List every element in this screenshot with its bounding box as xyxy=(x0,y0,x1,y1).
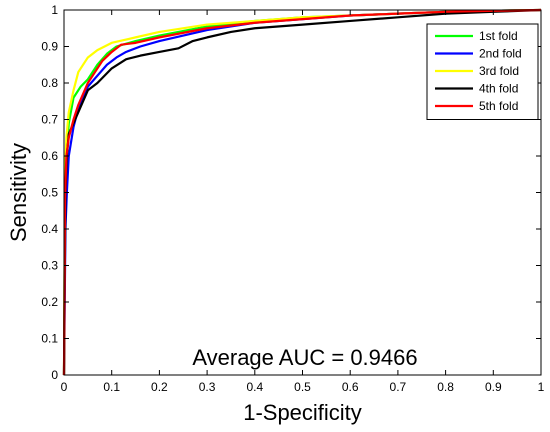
labels-layer: 1-Specificity Sensitivity xyxy=(6,143,362,425)
x-tick-label: 0.5 xyxy=(294,380,311,394)
x-tick-label: 0.8 xyxy=(437,380,454,394)
x-tick-label: 0.6 xyxy=(342,380,359,394)
y-tick-label: 0.9 xyxy=(41,40,58,54)
y-tick-label: 0.6 xyxy=(41,149,58,163)
legend: 1st fold 2nd fold 3rd fold 4th fold 5th fold xyxy=(426,23,539,120)
x-tick-label: 0.2 xyxy=(151,380,168,394)
legend-label: 2nd fold xyxy=(479,47,522,61)
x-tick-label: 1 xyxy=(538,380,545,394)
y-tick-label: 0.1 xyxy=(41,332,58,346)
auc-annotation: Average AUC = 0.9466 xyxy=(192,345,417,370)
ticks-layer: 0 0.1 0.2 0.3 0.4 0.5 0.6 0.7 0.8 0.9 1 0 0.1 0.2 0.3 0… xyxy=(41,3,544,394)
y-tick-label: 1 xyxy=(51,3,58,17)
x-tick-label: 0.3 xyxy=(199,380,216,394)
x-tick-label: 0.7 xyxy=(390,380,407,394)
y-tick-label: 0 xyxy=(51,368,58,382)
series-line-5 xyxy=(62,8,542,376)
y-tick-label: 0.2 xyxy=(41,295,58,309)
legend-label: 3rd fold xyxy=(479,64,519,78)
legend-label: 1st fold xyxy=(479,29,518,43)
x-tick-label: 0.9 xyxy=(485,380,502,394)
y-tick-label: 0.4 xyxy=(41,222,58,236)
x-tick-label: 0 xyxy=(61,380,68,394)
y-tick-label: 0.8 xyxy=(41,76,58,90)
x-tick-label: 0.1 xyxy=(103,380,120,394)
y-tick-label: 0.7 xyxy=(41,113,58,127)
legend-label: 4th fold xyxy=(479,82,518,96)
y-tick-label: 0.5 xyxy=(41,186,58,200)
y-tick-label: 0.3 xyxy=(41,259,58,273)
legend-label: 5th fold xyxy=(479,99,518,113)
x-axis-label: 1-Specificity xyxy=(243,400,362,425)
x-tick-label: 0.4 xyxy=(246,380,263,394)
y-axis-label: Sensitivity xyxy=(6,143,31,242)
